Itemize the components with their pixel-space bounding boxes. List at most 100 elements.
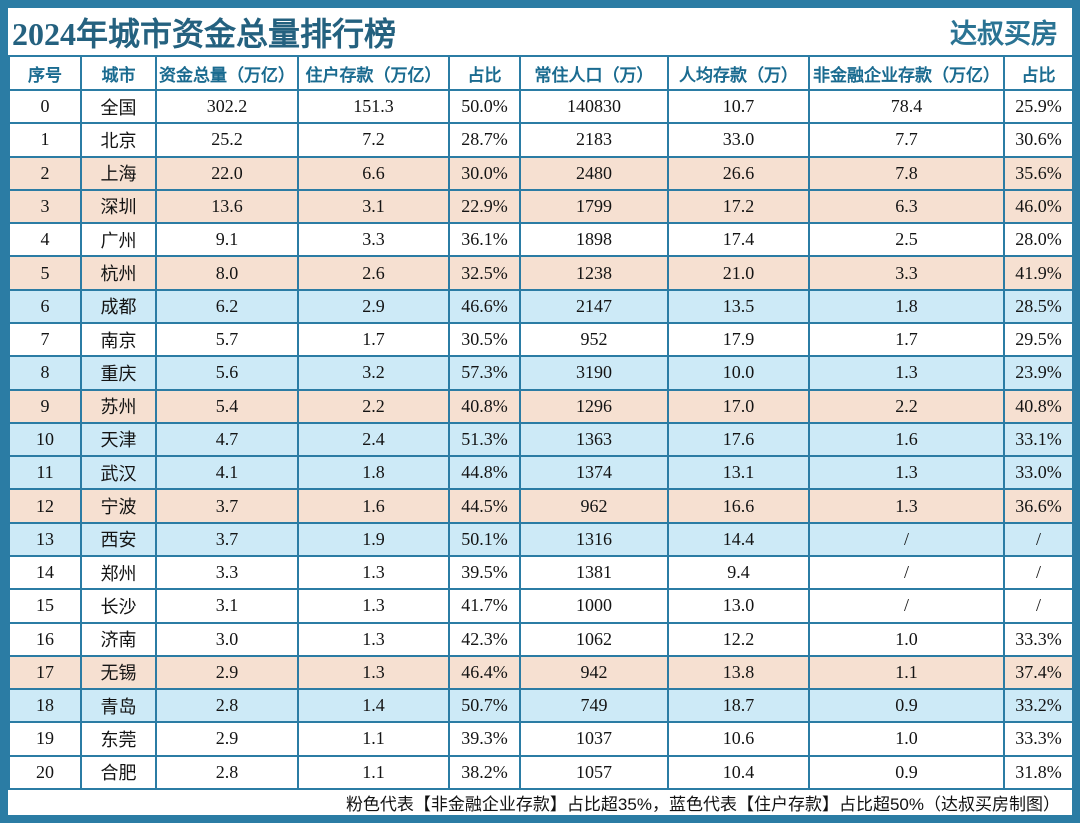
table-cell: 东莞 bbox=[80, 721, 157, 757]
table-cell: 16.6 bbox=[667, 488, 810, 524]
table-row: 1 北京 25.2 7.2 28.7% 2183 33.0 7.7 30.6% bbox=[8, 122, 1074, 158]
table-cell: 1238 bbox=[519, 255, 669, 291]
table-cell: / bbox=[1003, 554, 1074, 591]
table-row: 19 东莞 2.9 1.1 39.3% 1037 10.6 1.0 33.3% bbox=[8, 721, 1074, 757]
table-cell: 南京 bbox=[80, 321, 157, 358]
table-cell: 33.2% bbox=[1003, 688, 1074, 724]
table-cell: / bbox=[808, 554, 1005, 591]
table-cell: 3.3 bbox=[155, 554, 299, 591]
table-cell: 1.3 bbox=[297, 554, 450, 591]
table-cell: 5.6 bbox=[155, 355, 299, 391]
table-cell: 6 bbox=[8, 288, 82, 324]
table-cell: 2.9 bbox=[297, 288, 450, 324]
table-cell: 2.4 bbox=[297, 421, 450, 458]
table-cell: 2183 bbox=[519, 122, 669, 158]
table-cell: 17.9 bbox=[667, 321, 810, 358]
footer-note: 粉色代表【非金融企业存款】占比超35%，蓝色代表【住户存款】占比超50%（达叔买… bbox=[345, 795, 1060, 814]
table-cell: 14 bbox=[8, 554, 82, 591]
table-cell: 39.5% bbox=[448, 554, 521, 591]
table-cell: 13.5 bbox=[667, 288, 810, 324]
table-cell: 3 bbox=[8, 188, 82, 225]
table-body: 0 全国 302.2 151.3 50.0% 140830 10.7 78.4 25.9% 1 北京… bbox=[8, 88, 1074, 791]
table-cell: 10.6 bbox=[667, 721, 810, 757]
table-cell: 重庆 bbox=[80, 355, 157, 391]
table-cell: 郑州 bbox=[80, 554, 157, 591]
table-cell: 广州 bbox=[80, 222, 157, 258]
table-row: 20 合肥 2.8 1.1 38.2% 1057 10.4 0.9 31.8% bbox=[8, 754, 1074, 791]
header-cell-enterprise-pct: 占比 bbox=[1003, 55, 1074, 91]
table-cell: 1363 bbox=[519, 421, 669, 458]
table-cell: 13.6 bbox=[155, 188, 299, 225]
table-cell: 8 bbox=[8, 355, 82, 391]
table-cell: 18.7 bbox=[667, 688, 810, 724]
table-cell: 4.1 bbox=[155, 455, 299, 491]
table-row: 14 郑州 3.3 1.3 39.5% 1381 9.4// bbox=[8, 554, 1074, 591]
table-cell: 13.8 bbox=[667, 654, 810, 691]
table-cell: 33.1% bbox=[1003, 421, 1074, 458]
table-cell: 10.4 bbox=[667, 754, 810, 791]
table-cell: 9 bbox=[8, 388, 82, 424]
table-cell: 57.3% bbox=[448, 355, 521, 391]
table-cell: 1.3 bbox=[297, 588, 450, 624]
table-cell: 302.2 bbox=[155, 88, 299, 125]
table-row: 12 宁波 3.7 1.6 44.5% 962 16.6 1.3 36.6% bbox=[8, 488, 1074, 524]
table-cell: 1057 bbox=[519, 754, 669, 791]
table-row: 6 成都 6.2 2.9 46.6% 2147 13.5 1.8 28.5% bbox=[8, 288, 1074, 324]
table-cell: 17.4 bbox=[667, 222, 810, 258]
table-cell: 952 bbox=[519, 321, 669, 358]
table-cell: 北京 bbox=[80, 122, 157, 158]
table-cell: 成都 bbox=[80, 288, 157, 324]
table-cell: 济南 bbox=[80, 621, 157, 657]
table-cell: 1799 bbox=[519, 188, 669, 225]
table-cell: 2.2 bbox=[297, 388, 450, 424]
table-cell: / bbox=[808, 588, 1005, 624]
table-cell: 1 bbox=[8, 122, 82, 158]
header-cell-household-deposits: 住户存款（万亿） bbox=[297, 55, 450, 91]
table-cell: 1296 bbox=[519, 388, 669, 424]
table-cell: 1.6 bbox=[808, 421, 1005, 458]
table-cell: 41.7% bbox=[448, 588, 521, 624]
header-cell-rank: 序号 bbox=[8, 55, 82, 91]
table-cell: 1.3 bbox=[297, 621, 450, 657]
table-cell: 50.0% bbox=[448, 88, 521, 125]
table-cell: 13 bbox=[8, 521, 82, 557]
table-row: 16 济南 3.0 1.3 42.3% 1062 12.2 1.0 33.3% bbox=[8, 621, 1074, 657]
table-cell: 5 bbox=[8, 255, 82, 291]
table-cell: 20 bbox=[8, 754, 82, 791]
table-cell: 5.4 bbox=[155, 388, 299, 424]
table-cell: 32.5% bbox=[448, 255, 521, 291]
table-cell: 2.5 bbox=[808, 222, 1005, 258]
table-row: 11 武汉 4.1 1.8 44.8% 1374 13.1 1.3 33.0% bbox=[8, 455, 1074, 491]
table-cell: 2147 bbox=[519, 288, 669, 324]
table-cell: / bbox=[1003, 521, 1074, 557]
table-cell: 2.9 bbox=[155, 721, 299, 757]
table-cell: 1037 bbox=[519, 721, 669, 757]
table-cell: 7.7 bbox=[808, 122, 1005, 158]
table-cell: 26.6 bbox=[667, 155, 810, 191]
table-cell: 4.7 bbox=[155, 421, 299, 458]
table-cell: 1.7 bbox=[808, 321, 1005, 358]
table-cell: 3190 bbox=[519, 355, 669, 391]
table-cell: 17.2 bbox=[667, 188, 810, 225]
table-cell: 长沙 bbox=[80, 588, 157, 624]
table-cell: 1.8 bbox=[297, 455, 450, 491]
table-cell: 28.5% bbox=[1003, 288, 1074, 324]
table-cell: 46.6% bbox=[448, 288, 521, 324]
header-cell-per-capita-deposits: 人均存款（万） bbox=[667, 55, 810, 91]
table-cell: 21.0 bbox=[667, 255, 810, 291]
table-cell: 3.3 bbox=[808, 255, 1005, 291]
table-cell: 30.6% bbox=[1003, 122, 1074, 158]
header-cell-enterprise-deposits: 非金融企业存款（万亿） bbox=[808, 55, 1005, 91]
table-cell: 51.3% bbox=[448, 421, 521, 458]
ranking-table: 序号 城市 资金总量（万亿） 住户存款（万亿） 占比 常住人口（万） 人均存款（… bbox=[8, 55, 1074, 791]
table-cell: 42.3% bbox=[448, 621, 521, 657]
table-cell: 13.1 bbox=[667, 455, 810, 491]
table-cell: 962 bbox=[519, 488, 669, 524]
table-cell: 1062 bbox=[519, 621, 669, 657]
table-cell: 青岛 bbox=[80, 688, 157, 724]
table-cell: 1.3 bbox=[808, 488, 1005, 524]
table-cell: 28.7% bbox=[448, 122, 521, 158]
table-cell: 0 bbox=[8, 88, 82, 125]
table-cell: 140830 bbox=[519, 88, 669, 125]
table-cell: 46.0% bbox=[1003, 188, 1074, 225]
